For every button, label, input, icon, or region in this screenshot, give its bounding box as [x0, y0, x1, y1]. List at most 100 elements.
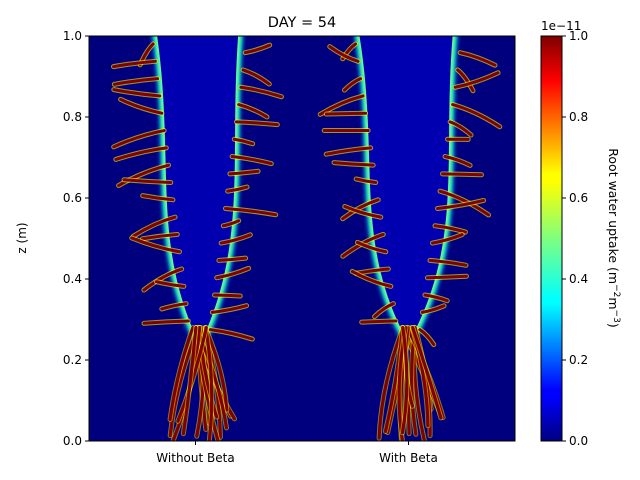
lateral-root	[114, 146, 168, 161]
lateral-root	[341, 198, 380, 221]
lateral-root	[342, 77, 363, 92]
colorbar-tick-label: 0.2	[569, 353, 588, 367]
deep-root	[411, 326, 443, 420]
lateral-root	[243, 43, 272, 55]
lateral-root	[142, 267, 184, 292]
y-tick-label: 0.0	[63, 434, 82, 448]
y-tick-label: 0.2	[63, 353, 82, 367]
lateral-root	[130, 236, 181, 254]
lateral-root	[324, 146, 373, 156]
lateral-root	[458, 51, 497, 67]
x-tick-label: With Beta	[379, 451, 438, 465]
lateral-root	[355, 240, 388, 254]
y-axis-label: z (m)	[15, 222, 29, 253]
deep-root	[400, 326, 409, 435]
lateral-root	[112, 77, 160, 86]
lateral-root	[213, 293, 242, 298]
lateral-root	[425, 274, 468, 280]
x-tick-label: Without Beta	[156, 451, 234, 465]
lateral-root	[451, 103, 502, 129]
colorbar-ticks: 0.0 0.2 0.4 0.6 0.8 1.0	[562, 29, 588, 448]
lateral-root	[453, 71, 500, 89]
lateral-root	[234, 120, 279, 127]
lateral-root	[350, 269, 393, 288]
lateral-root	[224, 206, 278, 217]
lateral-root	[217, 256, 248, 262]
deep-root	[168, 326, 195, 422]
depletion-zone	[157, 36, 239, 332]
lateral-root	[232, 137, 255, 146]
heatmap-panel	[317, 36, 503, 441]
colorbar-tick-label: 0.8	[569, 110, 588, 124]
y-tick-label: 0.8	[63, 110, 82, 124]
colorbar-label-sup1: −2	[611, 284, 621, 297]
deep-root	[181, 326, 198, 436]
colorbar: 1e−11 0.0 0.2 0.4 0.6 0.8 1.0 Root water upta…	[540, 19, 621, 448]
lateral-root	[328, 45, 360, 63]
lateral-root	[423, 293, 449, 303]
lateral-root	[219, 233, 252, 245]
heatmap-panel	[110, 36, 284, 441]
colorbar-tick-label: 0.0	[569, 434, 588, 448]
lateral-root	[239, 85, 283, 99]
lateral-root	[141, 232, 179, 241]
lateral-root	[360, 319, 398, 324]
deep-root	[377, 326, 405, 440]
colorbar-tick-label: 1.0	[569, 29, 588, 43]
colorbar-label-suffix: )	[606, 323, 621, 328]
y-tick-label: 0.6	[63, 191, 82, 205]
colorbar-label: Root water uptake (m−2m−3)	[606, 148, 621, 327]
depletion-zone	[359, 36, 453, 332]
lateral-root	[237, 103, 269, 119]
lateral-root	[418, 328, 436, 347]
lateral-root	[343, 205, 383, 219]
lateral-root	[441, 172, 483, 177]
plot-area	[88, 35, 516, 442]
lateral-root	[215, 266, 251, 280]
lateral-root	[112, 129, 166, 149]
colorbar-gradient	[540, 35, 563, 442]
lateral-root	[448, 120, 473, 137]
lateral-root	[141, 194, 175, 202]
lateral-root	[228, 169, 260, 176]
lateral-root	[117, 163, 171, 188]
lateral-root	[210, 304, 249, 314]
lateral-root	[443, 155, 472, 167]
lateral-root	[154, 280, 186, 288]
y-axis-ticks: 0.0 0.2 0.4 0.6 0.8 1.0	[63, 29, 89, 448]
lateral-root	[373, 302, 395, 319]
lateral-root	[433, 224, 467, 234]
colorbar-tick-label: 0.4	[569, 272, 588, 286]
lateral-root	[420, 304, 446, 314]
deep-root	[204, 326, 214, 441]
lateral-root	[111, 59, 157, 69]
lateral-root	[119, 97, 164, 115]
colorbar-tick-label: 0.6	[569, 191, 588, 205]
lateral-root	[324, 111, 368, 116]
y-tick-label: 0.4	[63, 272, 82, 286]
deep-root	[176, 326, 208, 423]
lateral-root	[221, 219, 241, 228]
lateral-root	[430, 233, 464, 245]
lateral-root	[456, 68, 475, 93]
colorbar-label-prefix: Root water uptake (m	[606, 148, 621, 284]
lateral-root	[230, 155, 273, 166]
lateral-root	[122, 178, 173, 184]
lateral-root	[226, 185, 249, 193]
colorbar-label-sup2: −3	[611, 310, 621, 323]
chart-title: DAY = 54	[268, 15, 336, 31]
lateral-root	[112, 88, 162, 98]
lateral-root	[318, 94, 365, 116]
lateral-root	[241, 68, 271, 86]
colorbar-label-mid: m	[606, 297, 621, 309]
lateral-root	[428, 258, 468, 267]
x-axis-ticks: Without Beta With Beta	[156, 441, 438, 465]
lateral-root	[332, 161, 375, 167]
lateral-root	[160, 302, 188, 311]
lateral-root	[438, 189, 491, 217]
plot-frame	[88, 35, 516, 442]
lateral-root	[436, 198, 486, 210]
y-tick-label: 1.0	[63, 29, 82, 43]
lateral-root	[208, 328, 254, 341]
